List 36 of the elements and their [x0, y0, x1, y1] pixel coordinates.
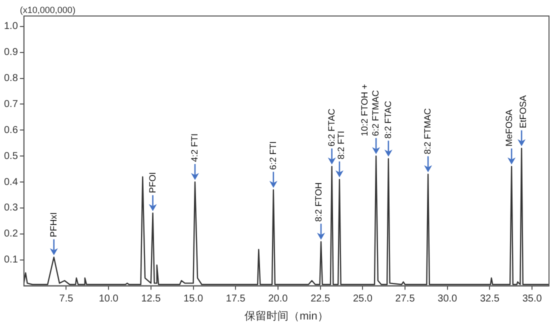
x-tick-label: 15.0	[184, 294, 204, 305]
x-tick-label: 12.5	[141, 294, 162, 305]
y-tick-label: 0.6	[4, 124, 18, 136]
annotation: PFOI	[147, 172, 158, 194]
annotation: 4:2 FTI	[189, 134, 200, 162]
annotation: 8:2 FTI	[336, 130, 346, 160]
y-tick-label: 0.2	[4, 228, 18, 240]
y-tick-label: 0.8	[4, 73, 18, 84]
y-tick-label: 0.1	[4, 254, 18, 266]
y-tick-label: 0.3	[4, 202, 18, 214]
x-tick-label: 22.5	[310, 294, 330, 305]
annotation: EtFOSA	[518, 95, 528, 128]
x-tick-label: 32.5	[480, 294, 500, 305]
x-tick-label: 35.0	[522, 294, 542, 305]
annotation: 6:2 FTI	[268, 141, 278, 170]
y-axis-title: (x10,000,000)	[20, 4, 76, 15]
annotation: 8:2 FTOH	[313, 182, 324, 222]
x-tick-label: 25.0	[352, 294, 373, 305]
x-axis-title: 保留时间（min）	[244, 309, 328, 322]
y-tick-label: 0.9	[4, 47, 18, 58]
annotation: 8:2 FTMAC	[422, 108, 433, 154]
x-tick-label: 20.0	[268, 294, 288, 305]
annotation: 6:2 FTAC	[326, 108, 336, 146]
y-tick-label: 1.0	[4, 21, 18, 32]
x-tick-label: 10.0	[98, 294, 119, 305]
y-tick-label: 0.4	[4, 176, 18, 188]
annotation: 10:2 FTOH + 6:2 FTMAC	[360, 84, 381, 136]
y-tick-label: 0.5	[4, 150, 18, 162]
annotation: 8:2 FTAC	[382, 100, 393, 139]
annotation: MeFOSA	[504, 109, 514, 146]
x-tick-label: 7.5	[59, 294, 74, 305]
x-tick-label: 30.0	[438, 294, 458, 305]
x-tick-label: 27.5	[395, 294, 416, 305]
y-tick-label: 0.7	[4, 98, 18, 110]
x-tick-label: 17.5	[226, 294, 246, 305]
annotation: PFHxI	[48, 212, 58, 238]
